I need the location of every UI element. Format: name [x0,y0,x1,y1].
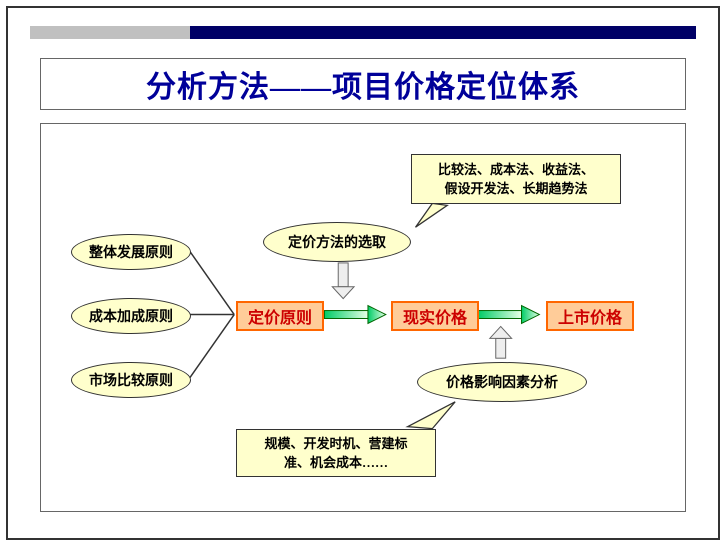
ellipse-pricing-method: 定价方法的选取 [263,222,411,262]
ellipse-overall-dev: 整体发展原则 [71,234,191,270]
callout-factors: 规模、开发时机、营建标 准、机会成本…… [236,429,436,477]
top-bar [8,26,718,39]
callout-methods: 比较法、成本法、收益法、 假设开发法、长期趋势法 [411,154,621,204]
callout-tail-1 [416,203,448,227]
title-box: 分析方法——项目价格定位体系 [40,58,686,110]
ellipse-market-comp: 市场比较原则 [71,362,191,398]
title-text: 分析方法——项目价格定位体系 [146,62,580,106]
diagram: 整体发展原则 成本加成原则 市场比较原则 定价方法的选取 价格影响因素分析 定价… [41,124,685,511]
bar-navy [190,26,696,39]
rect-pricing-principle: 定价原则 [236,301,324,331]
arrow-r2-r3 [478,306,539,324]
callout-tail-2 [408,402,456,429]
ellipse-price-factors: 价格影响因素分析 [417,362,587,402]
down-arrow-2 [490,326,512,358]
arrow-r1-r2 [324,306,385,324]
diagram-box: 整体发展原则 成本加成原则 市场比较原则 定价方法的选取 价格影响因素分析 定价… [40,123,686,512]
bar-grey [30,26,190,39]
slide-frame: 分析方法——项目价格定位体系 [6,6,720,540]
ellipse-cost-plus: 成本加成原则 [71,298,191,334]
rect-real-price: 现实价格 [391,301,479,331]
rect-listing-price: 上市价格 [546,301,634,331]
down-arrow-1 [332,263,354,299]
